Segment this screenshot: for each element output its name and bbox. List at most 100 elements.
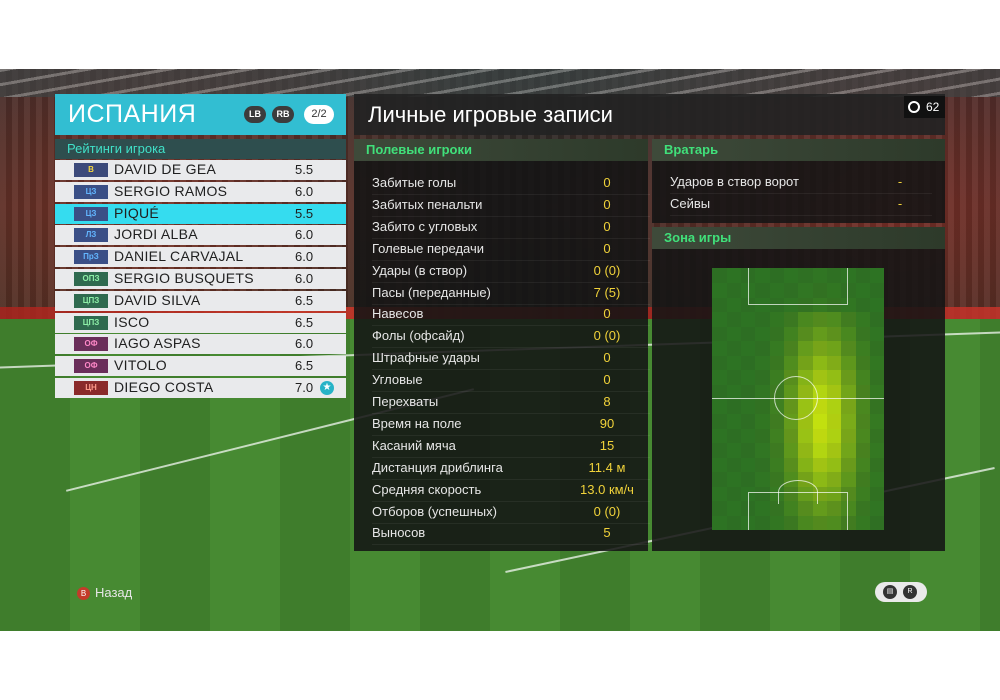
heatmap-cell bbox=[855, 384, 871, 400]
position-badge: ЦЗ bbox=[74, 184, 108, 199]
heatmap-cell bbox=[826, 282, 842, 298]
heatmap-cell bbox=[755, 326, 770, 342]
player-row[interactable]: ОПЗ SERGIO BUSQUETS 6.0 bbox=[55, 268, 346, 289]
heatmap-cell bbox=[798, 326, 813, 342]
heatmap-cell bbox=[726, 340, 742, 356]
player-row[interactable]: ЦПЗ ISCO 6.5 bbox=[55, 312, 346, 333]
heatmap-cell bbox=[740, 355, 756, 371]
heatmap-cell bbox=[855, 413, 871, 429]
stat-label: Угловые bbox=[372, 372, 423, 388]
back-button[interactable]: B Назад bbox=[77, 585, 132, 600]
heatmap-cell bbox=[755, 282, 770, 298]
player-name: VITOLO bbox=[114, 357, 167, 374]
stat-value: 0 bbox=[603, 240, 611, 256]
player-row-selected[interactable]: ЦЗ PIQUÉ 5.5 bbox=[55, 203, 346, 224]
heatmap-cell bbox=[783, 311, 799, 327]
player-row[interactable]: ЦЗ SERGIO RAMOS 6.0 bbox=[55, 181, 346, 202]
player-row[interactable]: ЦПЗ DAVID SILVA 6.5 bbox=[55, 290, 346, 311]
heatmap-cell bbox=[826, 369, 842, 385]
heatmap-cell bbox=[740, 428, 756, 444]
heatmap-cell bbox=[726, 515, 742, 530]
player-name: PIQUÉ bbox=[114, 204, 160, 221]
heatmap-cell bbox=[798, 515, 813, 530]
heatmap-cell bbox=[769, 442, 785, 458]
player-rating: 6.5 bbox=[295, 292, 314, 308]
heatmap-cell bbox=[841, 399, 856, 415]
clock-icon bbox=[908, 101, 920, 113]
heatmap-cell bbox=[726, 282, 742, 298]
field-stat-row: Средняя скорость 13.0 км/ч bbox=[372, 480, 650, 502]
player-row[interactable]: ПрЗ DANIEL CARVAJAL 6.0 bbox=[55, 247, 346, 268]
player-row[interactable]: В DAVID DE GEA 5.5 bbox=[55, 160, 346, 180]
heatmap-cell bbox=[769, 311, 785, 327]
player-name: SERGIO BUSQUETS bbox=[114, 269, 254, 286]
stat-value: 13.0 км/ч bbox=[580, 481, 634, 497]
player-row[interactable]: ЦН DIEGO COSTA 7.0 ★ bbox=[55, 377, 346, 398]
stat-label: Ударов в створ ворот bbox=[670, 174, 799, 189]
player-row[interactable]: ОФ VITOLO 6.5 bbox=[55, 356, 346, 377]
heatmap-cell bbox=[812, 500, 828, 516]
lb-button[interactable]: LB bbox=[244, 106, 266, 123]
position-badge: ОФ bbox=[74, 337, 108, 352]
heatmap-cell bbox=[869, 297, 884, 313]
heatmap-cell bbox=[869, 399, 884, 415]
heatmap-cell bbox=[726, 428, 742, 444]
match-timer: 62 bbox=[904, 96, 945, 118]
stat-value: 0 bbox=[603, 306, 611, 322]
player-row[interactable]: ОФ IAGO ASPAS 6.0 bbox=[55, 334, 346, 355]
heatmap-cell bbox=[826, 355, 842, 371]
heatmap-cell bbox=[769, 515, 785, 530]
stat-label: Время на поле bbox=[372, 415, 462, 431]
heatmap-cell bbox=[783, 340, 799, 356]
heatmap-cell bbox=[726, 268, 742, 284]
heatmap-cell bbox=[783, 355, 799, 371]
chat-icon[interactable]: ▤ bbox=[883, 585, 897, 599]
player-rating: 7.0 bbox=[295, 379, 314, 395]
stat-label: Фолы (офсайд) bbox=[372, 328, 465, 344]
heatmap-cell bbox=[869, 326, 884, 342]
player-name: DAVID SILVA bbox=[114, 291, 201, 308]
heatmap-cell bbox=[726, 311, 742, 327]
heatmap-penalty-box-top bbox=[748, 268, 848, 305]
stat-label: Забитых пенальти bbox=[372, 196, 483, 212]
field-stat-row: Угловые 0 bbox=[372, 370, 650, 393]
heatmap-cell bbox=[783, 500, 799, 516]
stat-label: Средняя скорость bbox=[372, 481, 482, 497]
heatmap-cell bbox=[755, 471, 770, 487]
heatmap-cell bbox=[826, 471, 842, 487]
heatmap-cell bbox=[769, 428, 785, 444]
heatmap-cell bbox=[798, 457, 813, 473]
stat-label: Забито с угловых bbox=[372, 218, 478, 234]
position-badge: ОФ bbox=[74, 359, 108, 374]
rb-button[interactable]: RB bbox=[272, 106, 294, 123]
player-name: DIEGO COSTA bbox=[114, 378, 214, 395]
player-name: IAGO ASPAS bbox=[114, 335, 201, 352]
heatmap-cell bbox=[798, 340, 813, 356]
position-badge: ЛЗ bbox=[74, 228, 108, 243]
heatmap-cell bbox=[769, 340, 785, 356]
heatmap-cell bbox=[855, 457, 871, 473]
field-stat-row: Забитые голы 0 bbox=[372, 173, 650, 195]
stadium-roof bbox=[0, 69, 1000, 97]
heatmap-cell bbox=[712, 268, 727, 284]
stat-label: Дистанция дриблинга bbox=[372, 459, 503, 475]
stat-label: Удары (в створ) bbox=[372, 262, 468, 278]
player-row[interactable]: ЛЗ JORDI ALBA 6.0 bbox=[55, 225, 346, 246]
heatmap-cell bbox=[798, 442, 813, 458]
heatmap-cell bbox=[798, 355, 813, 371]
heatmap-cell bbox=[740, 457, 756, 473]
heatmap-center-circle bbox=[774, 376, 818, 420]
heatmap-cell bbox=[812, 340, 828, 356]
heatmap-cell bbox=[826, 428, 842, 444]
field-stat-row: Касаний мяча 15 bbox=[372, 436, 650, 458]
stat-value: 90 bbox=[599, 415, 615, 431]
heatmap-cell bbox=[841, 282, 856, 298]
heatmap-cell bbox=[712, 442, 727, 458]
field-stat-row: Фолы (офсайд) 0 (0) bbox=[372, 326, 650, 349]
rs-button-icon[interactable]: R bbox=[903, 585, 917, 599]
heatmap-cell bbox=[812, 413, 828, 429]
heatmap-cell bbox=[841, 369, 856, 385]
heatmap-cell bbox=[712, 369, 727, 385]
heatmap-cell bbox=[740, 399, 756, 415]
stat-value: - bbox=[897, 196, 903, 211]
